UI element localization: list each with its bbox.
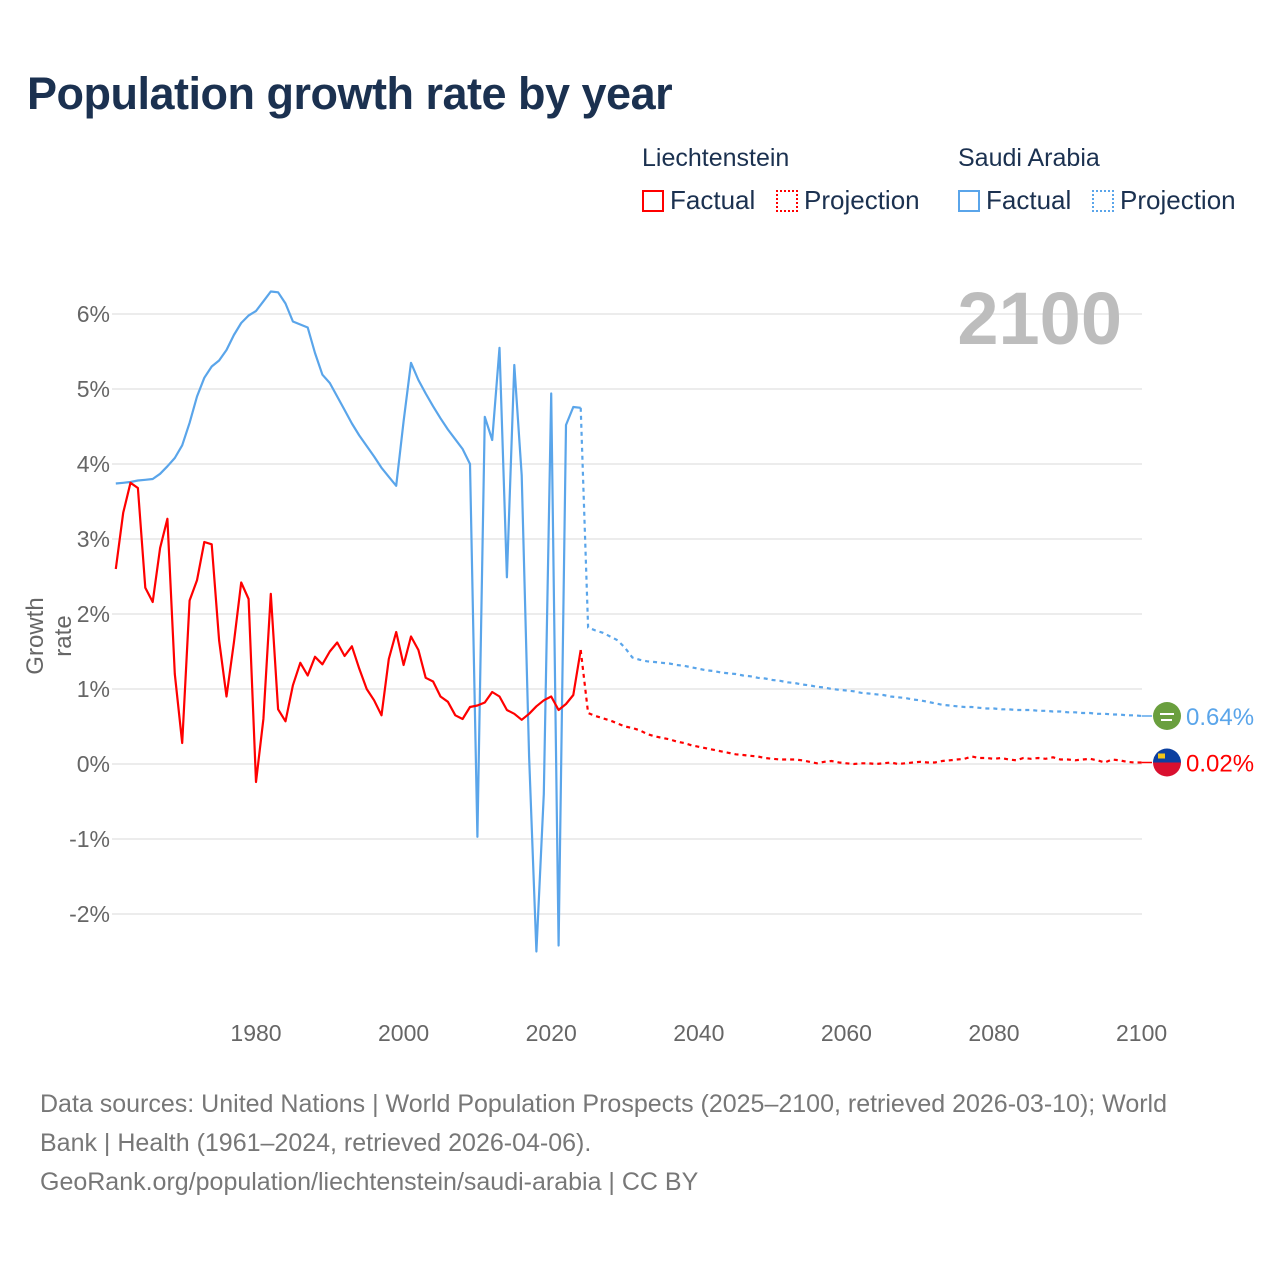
end-value-label: 0.02% [1186,751,1254,778]
liechtenstein-flag-icon [1153,748,1181,763]
flag-crown [1158,753,1165,759]
series-1-projection-line [579,649,1142,766]
dotted-swatch-icon [1092,189,1114,212]
flag-emblem [1160,713,1174,715]
source-line-2: Bank | Health (1961–2024, retrieved 2026… [40,1129,592,1157]
solid-swatch-icon [642,189,664,212]
flag-sword [1161,719,1172,721]
x-tick-label: 2080 [968,1020,1019,1046]
x-tick-label: 1980 [230,1020,281,1046]
flag-lower-half [1153,762,1181,777]
y-axis-label: Growth rate [22,597,77,675]
y-tick-label: 0% [77,751,110,777]
legend-liechtenstein-factual[interactable]: Factual [642,185,755,216]
source-link[interactable]: GeoRank.org/population/liechtenstein/sau… [40,1168,699,1196]
x-tick-label: 2060 [821,1020,872,1046]
current-year-label: 2100 [957,277,1122,360]
y-tick-label: 1% [77,676,110,702]
end-value-label: 0.64% [1186,704,1254,731]
source-line-1: Data sources: United Nations | World Pop… [40,1090,1168,1118]
solid-swatch-icon [958,189,980,212]
page-title: Population growth rate by year [27,68,673,119]
saudi-flag-icon [1153,702,1181,730]
y-tick-label: -1% [69,826,110,852]
series-1-factual-line [114,481,582,784]
x-tick-label: 2000 [378,1020,429,1046]
legend-label: Projection [804,185,920,215]
y-tick-label: 2% [77,601,110,627]
series-0-factual-line [115,290,581,953]
dotted-swatch-icon [776,189,798,212]
legend-group-liechtenstein: Liechtenstein [642,144,790,172]
series-0-projection-line [579,407,1142,718]
legend-label: Factual [986,185,1072,215]
y-tick-label: 4% [77,451,110,477]
x-tick-label: 2020 [526,1020,577,1046]
y-tick-label: 3% [77,526,110,552]
legend-saudi-factual[interactable]: Factual [958,185,1071,216]
legend-saudi-projection[interactable]: Projection [1092,185,1236,216]
legend-label: Factual [670,185,756,215]
x-tick-label: 2040 [673,1020,724,1046]
legend-group-saudi-arabia: Saudi Arabia [958,144,1100,172]
y-tick-label: -2% [69,901,110,927]
y-tick-label: 6% [77,301,110,327]
legend-label: Projection [1120,185,1236,215]
x-tick-label: 2100 [1116,1020,1167,1046]
legend-liechtenstein-projection[interactable]: Projection [776,185,920,216]
y-tick-label: 5% [77,376,110,402]
